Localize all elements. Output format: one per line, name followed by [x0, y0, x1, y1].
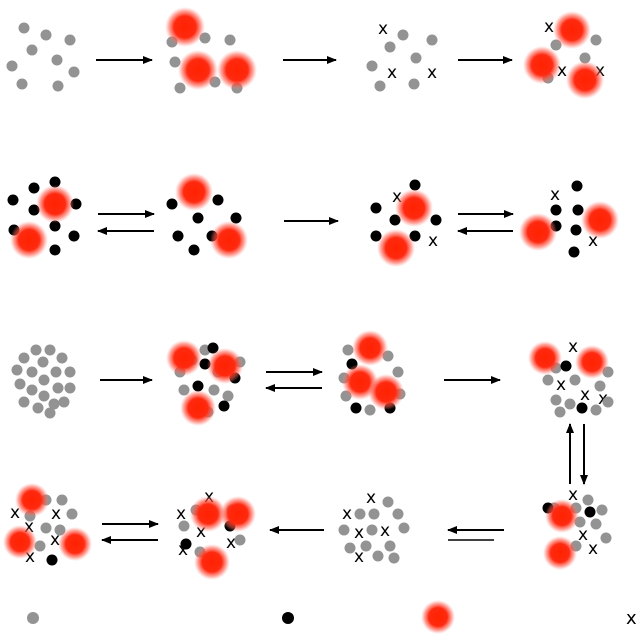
red-blob [368, 374, 404, 410]
equilibrium-arrows-r2-a [97, 210, 155, 235]
cross-mark: x [366, 488, 376, 508]
panel-r2-c4: x x [519, 180, 619, 258]
red-blob [15, 483, 49, 517]
red-blob [210, 221, 248, 259]
cross-mark: x [556, 375, 566, 395]
panel-r2-c2 [166, 173, 248, 259]
equilibrium-arrows-vertical [566, 423, 588, 485]
cross-mark: x [196, 522, 206, 542]
cross-mark: x [51, 504, 61, 524]
panel-r3-c1 [11, 344, 76, 419]
red-blob [175, 173, 213, 211]
panel-r2-c3: x x [370, 179, 442, 267]
cross-mark: x [557, 61, 567, 81]
panel-r3-c2 [166, 340, 246, 426]
panel-r4-c4: x x x [542, 485, 612, 570]
legend-red-blob [421, 600, 455, 634]
panel-r4-c3: x x x x x [338, 488, 410, 567]
cross-mark: x [354, 547, 364, 567]
panel-r4-c2: x x x x x [176, 487, 256, 580]
cross-mark: x [578, 525, 588, 545]
cross-mark: x [178, 540, 188, 560]
red-blob [545, 499, 579, 533]
red-blob [377, 229, 415, 267]
legend-x-mark: x [626, 608, 637, 629]
equilibrium-arrows-r3 [265, 368, 323, 392]
red-blob [528, 341, 562, 375]
cross-mark: x [342, 504, 352, 524]
cross-mark: x [176, 504, 186, 524]
red-blob [352, 330, 388, 366]
red-blob [58, 527, 92, 561]
red-blob [523, 46, 561, 84]
red-blob [207, 348, 243, 384]
red-blob [217, 50, 257, 90]
panel-r3-c3 [338, 330, 406, 416]
red-blob [194, 544, 230, 580]
equilibrium-arrows-r4-a [447, 526, 504, 541]
red-blob [553, 11, 591, 49]
cross-mark: x [24, 517, 34, 537]
legend-grey-dot [27, 612, 39, 624]
cross-mark: x [544, 17, 554, 37]
cross-mark: x [354, 523, 364, 543]
cross-mark: x [10, 503, 20, 523]
panel-r1-c1 [6, 22, 80, 92]
panel-r1-c4: x x x [523, 11, 605, 99]
cross-mark: x [380, 521, 390, 541]
cross-mark: x [226, 533, 236, 553]
red-blob [581, 201, 619, 239]
legend-black-dot [282, 612, 294, 624]
panel-r1-c3: x x x [366, 19, 438, 92]
red-blob [166, 340, 202, 376]
equilibrium-arrows-r4-c [101, 520, 159, 544]
red-blob [165, 7, 205, 47]
panel-r4-c1: x x x x x [3, 483, 92, 567]
cross-mark: x [427, 63, 437, 83]
legend: x [27, 600, 637, 634]
panel-r3-c4: x x x x [528, 337, 614, 418]
red-blob [519, 213, 557, 251]
red-blob [566, 61, 604, 99]
cross-mark: x [580, 385, 590, 405]
cross-mark: x [588, 231, 598, 251]
cross-mark: x [598, 389, 608, 409]
cross-mark: x [25, 547, 35, 567]
red-blob [3, 525, 37, 559]
cross-mark: x [588, 539, 598, 559]
cross-mark: x [50, 530, 60, 550]
red-blob [395, 189, 433, 227]
cross-mark: x [392, 187, 402, 207]
cross-mark: x [568, 337, 578, 357]
red-blob [543, 536, 577, 570]
red-blob [575, 345, 609, 379]
red-blob [10, 221, 48, 259]
panel-r1-c2 [165, 7, 257, 94]
cross-mark: x [428, 231, 438, 251]
equilibrium-arrows-r2-b [457, 210, 514, 235]
cross-mark: x [387, 63, 397, 83]
red-blob [178, 50, 218, 90]
cross-mark: x [378, 19, 388, 39]
red-blob [220, 496, 256, 532]
cross-mark: x [550, 185, 560, 205]
red-blob [36, 185, 74, 223]
panel-r2-c1 [7, 176, 82, 259]
red-blob [190, 496, 226, 532]
cross-mark: x [568, 485, 578, 505]
red-blob [180, 390, 216, 426]
